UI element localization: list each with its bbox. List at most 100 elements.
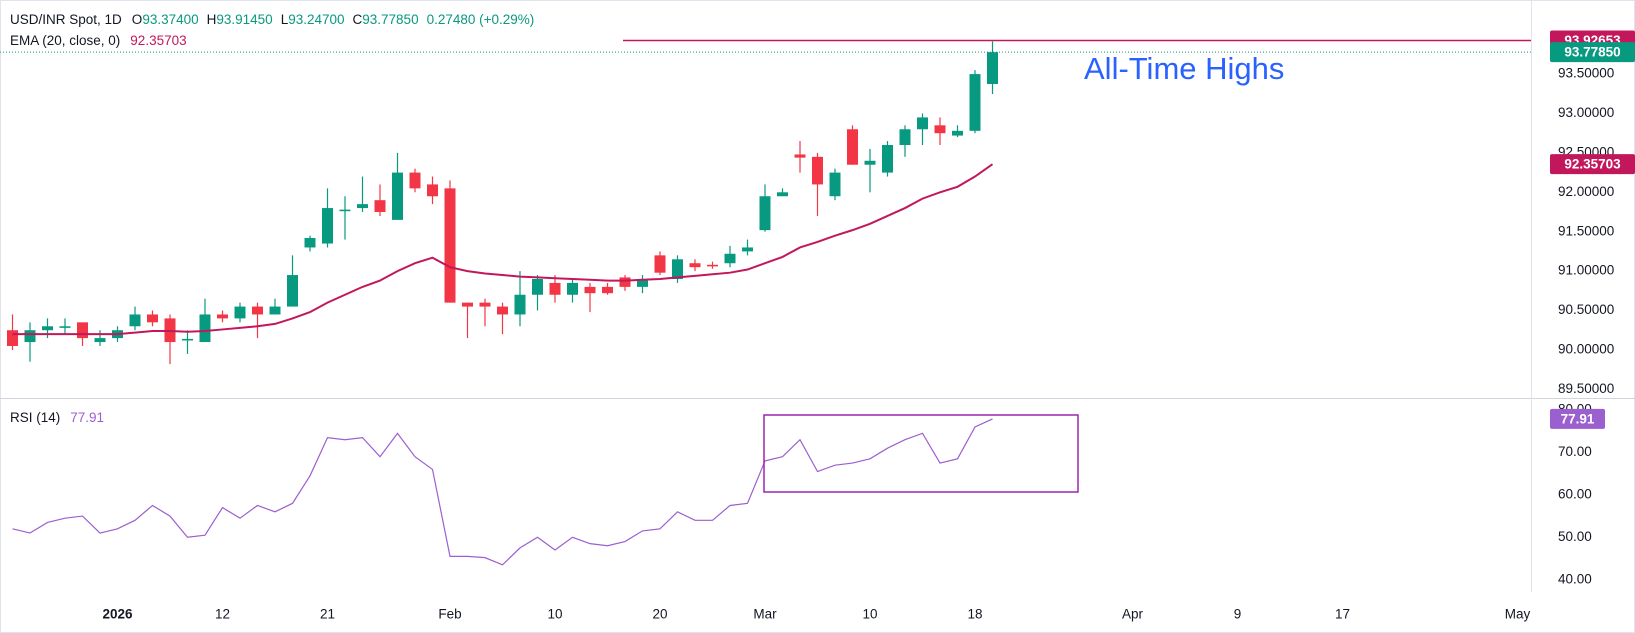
ema-legend: EMA (20, close, 0) 92.35703 bbox=[10, 33, 187, 48]
candle-body bbox=[847, 129, 858, 165]
candle-body bbox=[672, 259, 683, 279]
y-tick-label: 40.00 bbox=[1558, 571, 1592, 586]
x-tick-label: 2026 bbox=[102, 607, 133, 622]
legend-value: 92.35703 bbox=[130, 33, 186, 48]
x-tick-label: 18 bbox=[967, 607, 982, 622]
candle-body bbox=[357, 204, 368, 209]
ohlc-value: 93.37400 bbox=[142, 12, 198, 27]
candle-body bbox=[392, 172, 403, 220]
y-tick-label: 93.50000 bbox=[1558, 66, 1614, 81]
y-tick-label: 92.00000 bbox=[1558, 184, 1614, 199]
price-badge bbox=[1550, 154, 1635, 175]
candle-body bbox=[304, 238, 316, 248]
candle-body bbox=[549, 282, 561, 295]
candle-body bbox=[654, 255, 666, 273]
candle-body bbox=[427, 184, 438, 197]
candle-body bbox=[129, 314, 141, 327]
candle-body bbox=[42, 326, 53, 331]
candle-body bbox=[812, 156, 823, 185]
rsi-legend: RSI (14) 77.91 bbox=[10, 410, 104, 425]
candle-body bbox=[899, 129, 911, 146]
candle-body bbox=[322, 208, 333, 244]
candle-body bbox=[59, 326, 71, 328]
x-tick-label: 17 bbox=[1335, 607, 1350, 622]
candle-body bbox=[584, 286, 596, 294]
candle-body bbox=[882, 145, 893, 173]
candle-body bbox=[637, 278, 648, 287]
annotation: All-Time Highs bbox=[1084, 51, 1284, 86]
x-tick-label: 21 bbox=[320, 607, 335, 622]
candle-body bbox=[567, 282, 578, 295]
y-tick-label: 91.00000 bbox=[1558, 263, 1614, 278]
candle-body bbox=[234, 306, 246, 319]
candle-body bbox=[94, 338, 106, 343]
candle-body bbox=[532, 278, 543, 295]
candle-body bbox=[759, 196, 771, 231]
candle-body bbox=[479, 302, 491, 307]
x-tick-label: 9 bbox=[1234, 607, 1242, 622]
candle-body bbox=[444, 188, 456, 303]
y-tick-label: 89.50000 bbox=[1558, 381, 1614, 396]
ohlc-value: 93.91450 bbox=[216, 12, 272, 27]
candle-body bbox=[864, 160, 876, 165]
candle-body bbox=[514, 294, 526, 315]
candle-body bbox=[497, 306, 508, 315]
candle-body bbox=[969, 74, 981, 131]
candle-body bbox=[374, 200, 386, 213]
series-line bbox=[12, 418, 993, 566]
candle-body bbox=[952, 130, 963, 136]
candle-body bbox=[917, 117, 928, 130]
legend-name: RSI (14) bbox=[10, 410, 60, 425]
candle-body bbox=[934, 125, 946, 134]
candle-body bbox=[147, 314, 158, 323]
y-tick-label: 60.00 bbox=[1558, 486, 1592, 501]
y-tick-label: 50.00 bbox=[1558, 529, 1592, 544]
ohlc-value: 93.77850 bbox=[362, 12, 418, 27]
candle-body bbox=[217, 314, 228, 319]
candle-body bbox=[7, 330, 18, 346]
candle-body bbox=[742, 247, 753, 252]
candle-body bbox=[199, 314, 211, 343]
change: 0.27480 (+0.29%) bbox=[427, 12, 535, 27]
candle-body bbox=[829, 172, 841, 197]
candle-body bbox=[987, 52, 998, 85]
header-line: USD/INR Spot, 1D O93.37400 H93.91450 L93.24… bbox=[10, 12, 534, 27]
candle-body bbox=[689, 263, 701, 268]
ohlc-key: H bbox=[207, 12, 217, 27]
axes: 2026 12 21 Feb 10 20 Mar 10 18 Apr 9 17 May 89.50000 9… bbox=[102, 30, 1635, 622]
legend-value: 77.91 bbox=[70, 410, 104, 425]
y-tick-label: 91.50000 bbox=[1558, 223, 1614, 238]
series-line bbox=[12, 163, 994, 336]
x-tick-label: Feb bbox=[438, 607, 461, 622]
x-tick-label: May bbox=[1505, 607, 1531, 622]
candle-body bbox=[182, 338, 193, 341]
price-badge bbox=[1550, 42, 1635, 63]
legend-name: EMA (20, close, 0) bbox=[10, 33, 120, 48]
candle-body bbox=[339, 209, 351, 212]
candle-body bbox=[77, 322, 88, 339]
x-tick-label: 10 bbox=[862, 607, 877, 622]
candle-body bbox=[462, 302, 473, 307]
candle-body bbox=[409, 172, 421, 189]
candle-body bbox=[707, 264, 718, 267]
ohlc-key: O bbox=[132, 12, 143, 27]
price-badge bbox=[1550, 408, 1605, 429]
y-tick-label: 70.00 bbox=[1558, 444, 1592, 459]
candle-body bbox=[24, 330, 36, 343]
price-badge-label: 93.77850 bbox=[1564, 45, 1620, 60]
candle-body bbox=[287, 275, 298, 307]
y-tick-label: 90.00000 bbox=[1558, 341, 1614, 356]
x-tick-label: 12 bbox=[215, 607, 230, 622]
candle-body bbox=[252, 306, 263, 315]
candle-body bbox=[269, 306, 281, 315]
x-tick-label: 20 bbox=[652, 607, 667, 622]
candle-body bbox=[794, 154, 806, 158]
candle-body bbox=[619, 277, 631, 287]
x-tick-label: 10 bbox=[547, 607, 562, 622]
symbol: USD/INR Spot, 1D bbox=[10, 12, 122, 27]
y-tick-label: 90.50000 bbox=[1558, 302, 1614, 317]
ohlc-key: C bbox=[353, 12, 363, 27]
